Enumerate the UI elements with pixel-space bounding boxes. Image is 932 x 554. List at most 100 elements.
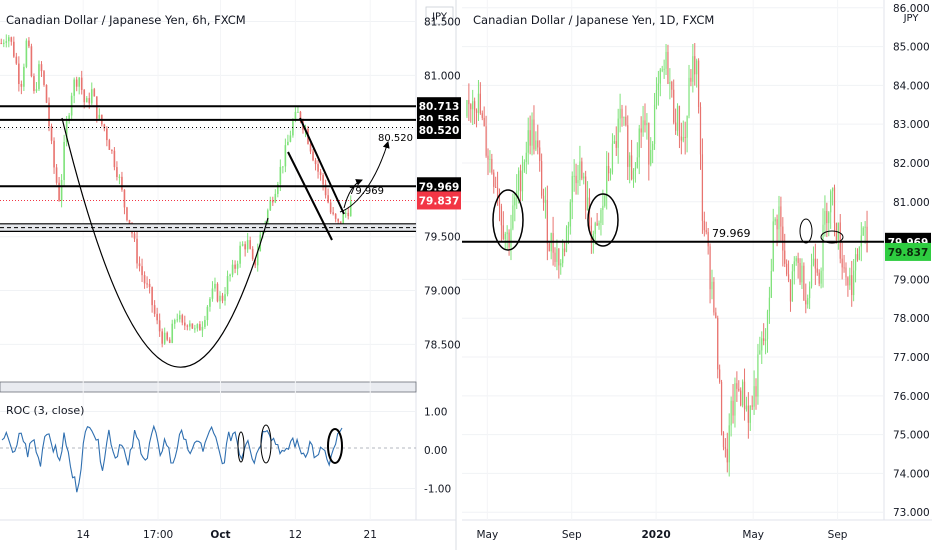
candle-body (521, 170, 524, 192)
candle-body (317, 164, 319, 172)
candle-body (65, 120, 68, 142)
candle-body (602, 205, 604, 211)
candle-body (289, 135, 292, 142)
candle-body (5, 41, 8, 43)
candle-body (18, 63, 20, 84)
right-price-axis[interactable]: 86.000 85.000 84.000 83.000 82.000 81.000 79.0… (893, 3, 930, 519)
candle-body (826, 210, 828, 224)
candle-body (231, 264, 234, 275)
candle-body (73, 79, 75, 96)
right-time-axis[interactable]: May Sep 2020 May Sep (476, 529, 847, 541)
left-currency-badge[interactable] (425, 6, 454, 25)
candle-body (774, 219, 776, 222)
candle-body (644, 120, 646, 126)
candle-body (55, 167, 58, 183)
candle-body (640, 128, 642, 133)
candle-body (474, 101, 476, 111)
candle-body (466, 100, 468, 117)
candle-body (680, 136, 682, 141)
candle-body (20, 83, 23, 87)
candle-body (824, 210, 826, 225)
roc-title: ROC (3, close) (6, 404, 84, 417)
price-label-80.520: 80.520 (419, 125, 460, 137)
candle-body (294, 111, 297, 122)
price-label-79.837: 79.837 (419, 195, 460, 207)
candle-body (590, 225, 592, 243)
right-chart-title: Canadian Dollar / Japanese Yen, 1D, FXCM (473, 13, 714, 27)
price-label-79.837: 79.837 (888, 247, 929, 259)
candle-body (671, 81, 673, 90)
roc-tick-label: -1.00 (424, 483, 451, 495)
candle-body (807, 298, 809, 305)
candle-body (707, 232, 709, 247)
candle-body (833, 187, 836, 224)
candle-body (841, 258, 843, 268)
candle-body (211, 288, 214, 299)
candle-body (334, 213, 337, 219)
candle-body (786, 263, 788, 275)
candle-body (85, 98, 88, 103)
annotation-target-low: 79.969 (349, 186, 384, 197)
candle-body (53, 140, 55, 168)
candle-body (554, 252, 556, 262)
candle-body (221, 295, 224, 301)
candle-body (251, 248, 254, 259)
candle-body (249, 240, 251, 249)
candle-body (655, 89, 658, 105)
candle-body (558, 248, 560, 266)
candle-body (347, 212, 350, 217)
candle-body (83, 89, 86, 103)
time-tick-label: 12 (289, 529, 302, 541)
left-time-axis[interactable]: 14 17:00 Oct 12 21 (77, 529, 377, 541)
candle-body (632, 170, 635, 180)
candle-body (709, 246, 711, 290)
candle-body (862, 227, 864, 236)
candle-body (763, 338, 765, 342)
candle-body (292, 121, 294, 136)
candle-body (648, 122, 650, 165)
candle-body (204, 320, 206, 327)
candle-body (697, 60, 700, 107)
left-horizontal-levels (0, 105, 416, 232)
candle-body (619, 108, 621, 119)
candle-body (344, 212, 347, 214)
right-highlight-ellipse-4 (820, 230, 844, 244)
pane-separator[interactable] (0, 381, 417, 393)
candle-body (847, 277, 849, 286)
candle-body (684, 136, 686, 138)
candle-body (138, 263, 141, 267)
candle-body (512, 205, 514, 229)
candle-body (694, 56, 696, 75)
candle-body (845, 267, 847, 278)
candle-body (219, 295, 221, 302)
candle-body (523, 161, 525, 171)
candle-body (279, 166, 282, 185)
candle-body (761, 338, 763, 351)
time-tick-label: 2020 (642, 529, 671, 541)
candle-body (864, 226, 866, 228)
candle-body (483, 117, 485, 127)
candle-body (552, 233, 554, 253)
candle-body (787, 274, 790, 281)
time-tick-label: 17:00 (143, 529, 173, 541)
candle-body (266, 210, 269, 223)
candle-body (608, 166, 610, 174)
roc-value-axis[interactable]: 1.00 0.00 -1.00 (424, 407, 451, 496)
candle-body (814, 258, 816, 269)
price-tick-label: 75.000 (893, 430, 930, 442)
candle-body (319, 171, 322, 175)
candle-body (186, 325, 189, 327)
candle-body (696, 60, 698, 75)
candle-body (75, 79, 78, 87)
candle-body (843, 267, 845, 269)
time-tick-label: 14 (77, 529, 91, 541)
candle-body (789, 280, 792, 302)
candle-body (638, 128, 640, 158)
candle-body (148, 283, 151, 288)
candle-body (778, 206, 780, 230)
candle-body (156, 313, 158, 321)
right-level-annotation: 79.969 (712, 227, 751, 240)
candle-body (755, 386, 757, 397)
candle-body (229, 274, 231, 277)
